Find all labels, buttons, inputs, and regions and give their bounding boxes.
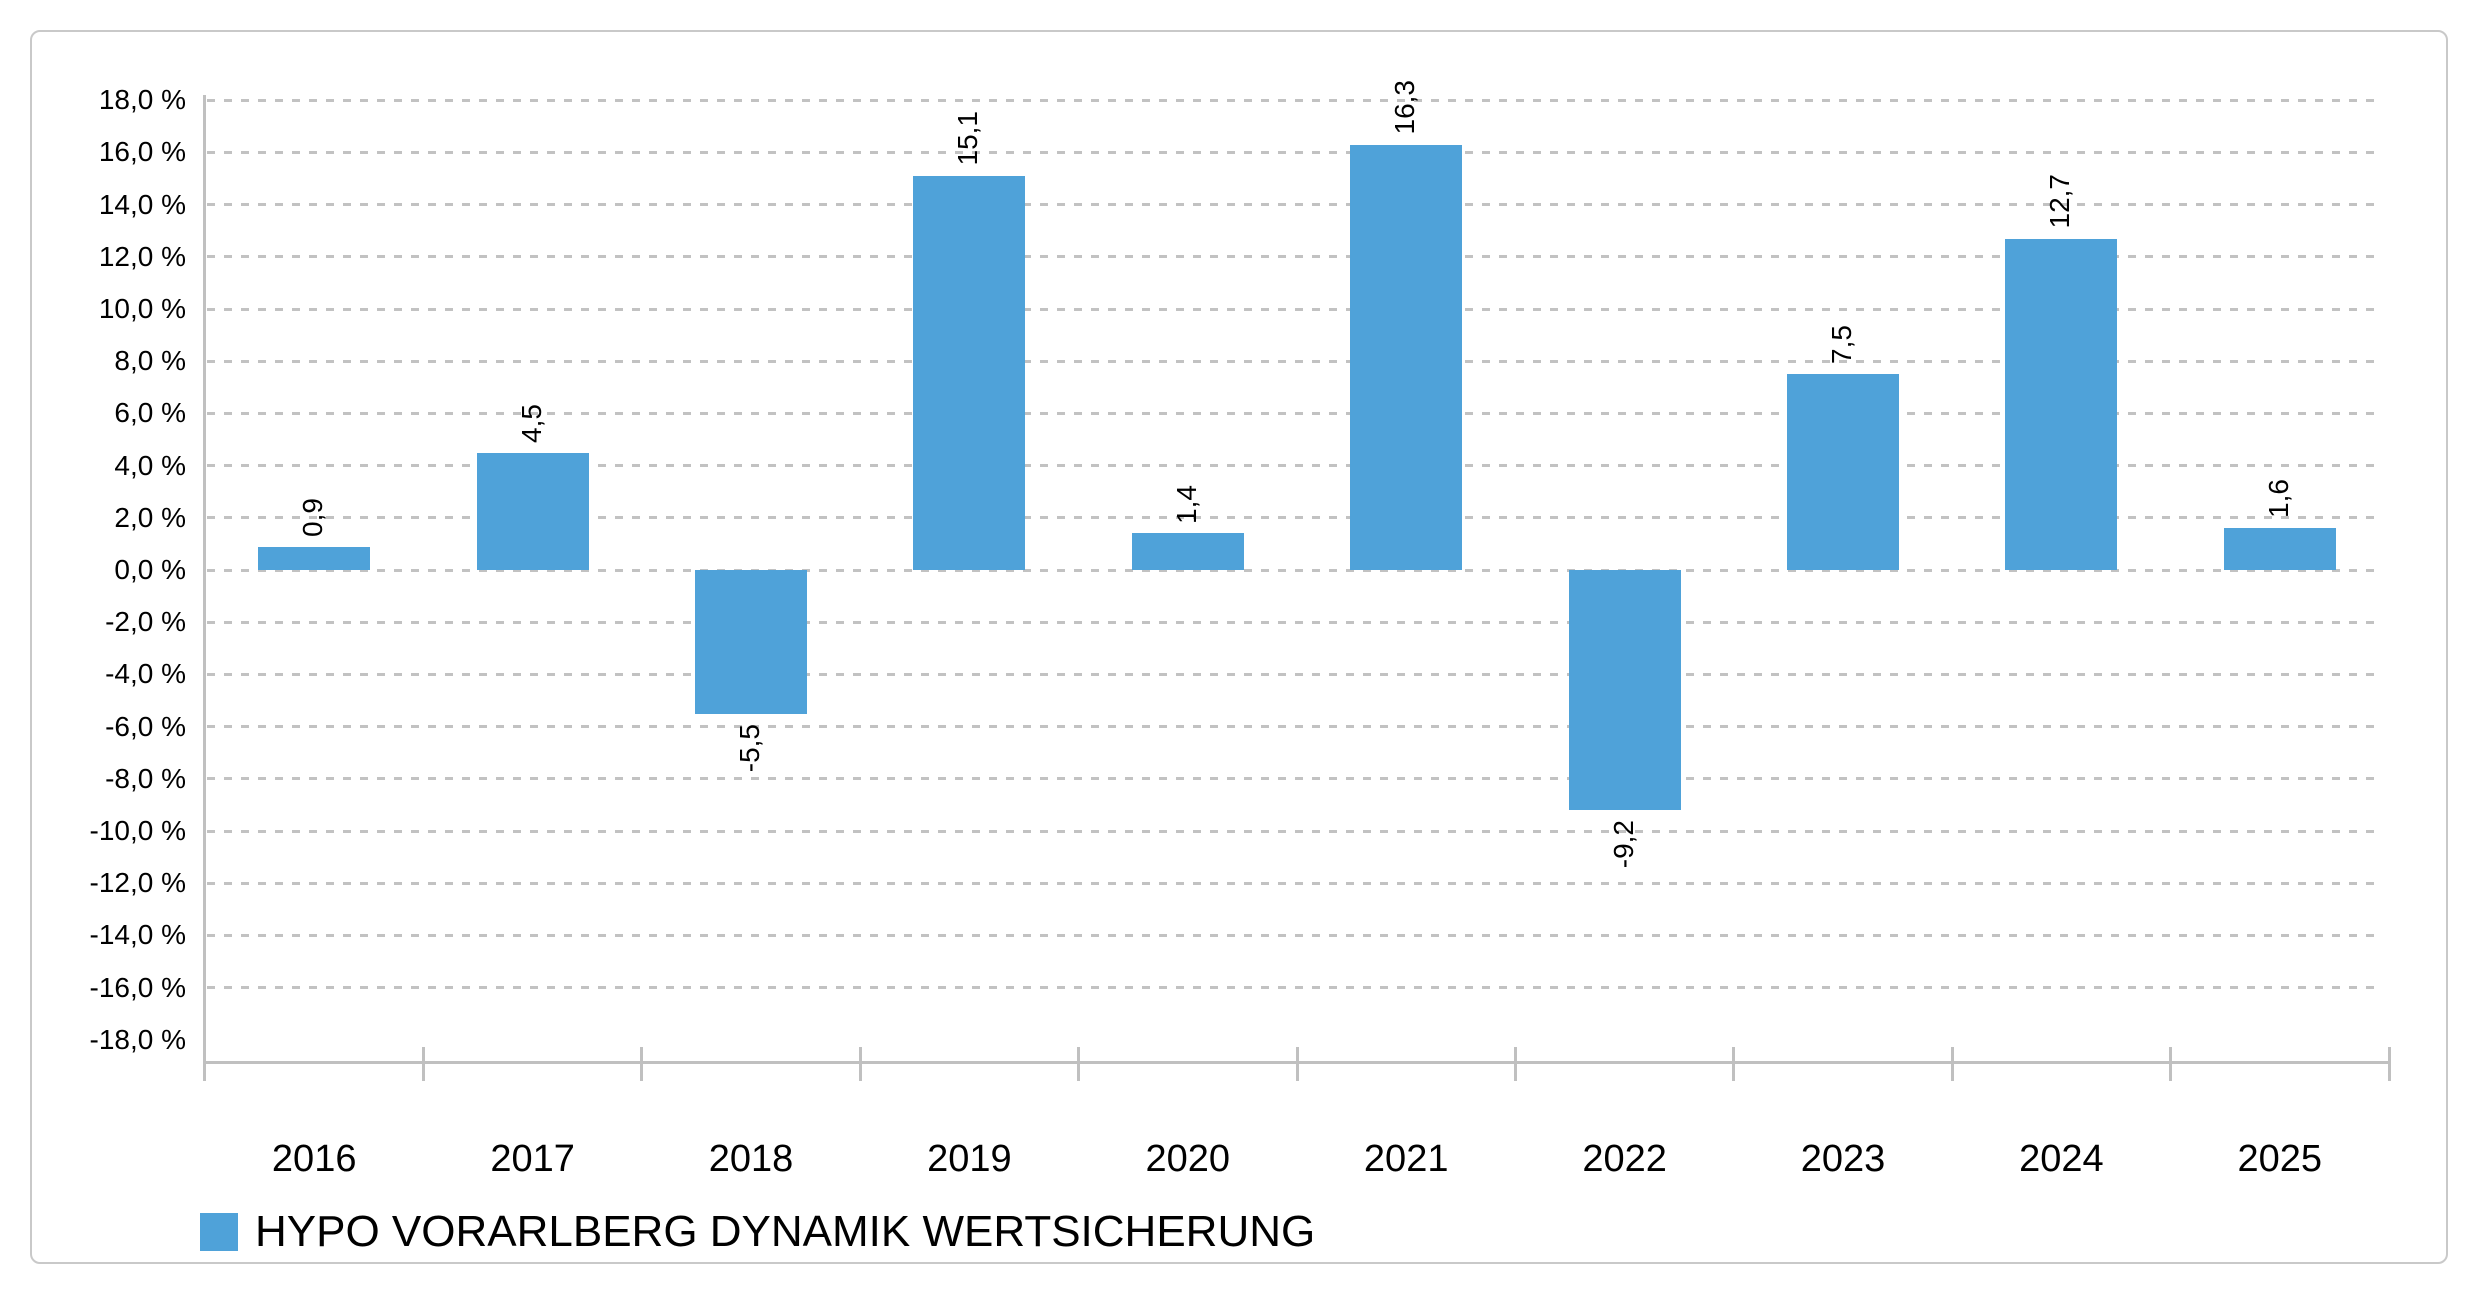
gridline--6 — [207, 725, 2377, 729]
value-label-2022: -9,2 — [1607, 820, 1639, 869]
y-axis-tick-label: 16,0 % — [98, 136, 186, 168]
x-axis-tick — [640, 1047, 644, 1081]
y-axis-tick-label: -8,0 % — [105, 762, 186, 794]
y-axis-tick-label: -10,0 % — [89, 815, 187, 846]
gridline-12 — [207, 255, 2377, 259]
bar-2020 — [1131, 533, 1244, 570]
legend: HYPO VORARLBERG DYNAMIK WERTSICHERUNG — [200, 1208, 1315, 1256]
y-axis-tick-label: -2,0 % — [105, 606, 186, 638]
category-label-2018: 2018 — [708, 1138, 794, 1180]
x-axis-tick — [1295, 1047, 1299, 1081]
gridline--14 — [207, 933, 2377, 937]
category-label-2023: 2023 — [1800, 1138, 1886, 1180]
y-axis-tick-label: 14,0 % — [98, 188, 186, 220]
legend-label: HYPO VORARLBERG DYNAMIK WERTSICHERUNG — [255, 1207, 1316, 1256]
category-label-2021: 2021 — [1363, 1138, 1449, 1180]
gridline--12 — [207, 881, 2377, 885]
gridline-16 — [207, 150, 2377, 154]
y-axis-line — [203, 95, 206, 1081]
gridline--10 — [207, 829, 2377, 833]
y-axis-tick-label: 10,0 % — [98, 293, 186, 324]
bar-2022 — [1568, 570, 1681, 811]
category-label-2019: 2019 — [927, 1138, 1012, 1180]
gridline--8 — [207, 777, 2377, 781]
y-axis-tick-label: 4,0 % — [114, 449, 186, 481]
gridline-0 — [207, 568, 2377, 572]
y-axis-tick-label: -16,0 % — [89, 971, 187, 1003]
x-axis-tick — [1513, 1047, 1517, 1081]
bar-2023 — [1787, 374, 1899, 570]
value-label-2016: 0,9 — [297, 497, 329, 537]
y-axis-tick-label: 12,0 % — [98, 240, 186, 272]
y-axis-tick-label: -4,0 % — [105, 658, 186, 690]
bar-2019 — [913, 175, 1026, 570]
gridline-4 — [207, 464, 2377, 468]
value-label-2017: 4,5 — [515, 403, 547, 443]
gridline-18 — [207, 98, 2377, 102]
gridline-2 — [207, 516, 2377, 520]
y-axis-tick-label: 6,0 % — [114, 397, 186, 429]
value-label-2018: -5,5 — [734, 723, 765, 772]
y-axis-tick-label: -6,0 % — [105, 710, 186, 742]
category-label-2024: 2024 — [2019, 1138, 2104, 1180]
x-axis-tick — [421, 1047, 425, 1081]
value-label-2019: 15,1 — [952, 111, 984, 166]
value-label-2025: 1,6 — [2262, 479, 2294, 519]
gridline--16 — [207, 986, 2377, 990]
x-axis-tick — [2169, 1047, 2173, 1081]
y-axis-tick-label: 2,0 % — [114, 501, 186, 533]
category-label-2020: 2020 — [1145, 1138, 1231, 1180]
gridline-14 — [207, 203, 2377, 207]
y-axis-tick-label: -12,0 % — [89, 867, 187, 899]
x-axis-tick — [2387, 1047, 2391, 1081]
bar-2018 — [695, 570, 807, 714]
gridline--2 — [207, 620, 2377, 624]
y-axis-tick-label: 0,0 % — [114, 554, 186, 585]
y-axis-tick-label: -14,0 % — [89, 919, 187, 951]
category-label-2025: 2025 — [2237, 1138, 2323, 1180]
value-label-2024: 12,7 — [2044, 174, 2076, 229]
gridline-6 — [207, 411, 2377, 415]
x-axis-tick — [1950, 1047, 1954, 1081]
value-label-2020: 1,4 — [1170, 484, 1202, 524]
chart-frame — [30, 30, 2448, 1264]
y-axis-tick-label: -18,0 % — [89, 1023, 187, 1055]
legend-swatch — [200, 1213, 238, 1251]
bar-2021 — [1350, 144, 1463, 570]
x-axis-tick — [1077, 1047, 1081, 1081]
category-label-2016: 2016 — [271, 1138, 357, 1180]
category-label-2017: 2017 — [490, 1138, 575, 1180]
gridline-10 — [207, 307, 2377, 311]
gridline--4 — [207, 672, 2377, 676]
gridline-8 — [207, 359, 2377, 363]
x-axis-tick — [1732, 1047, 1736, 1081]
value-label-2023: 7,5 — [1826, 325, 1857, 365]
x-axis-tick — [858, 1047, 862, 1081]
bar-2016 — [258, 546, 371, 570]
bar-2017 — [476, 452, 589, 570]
category-label-2022: 2022 — [1582, 1138, 1667, 1180]
y-axis-tick-label: 8,0 % — [114, 345, 186, 377]
y-axis-tick-label: 18,0 % — [98, 84, 186, 116]
bar-2024 — [2005, 238, 2118, 570]
bar-2025 — [2223, 528, 2336, 570]
value-label-2021: 16,3 — [1389, 80, 1421, 135]
